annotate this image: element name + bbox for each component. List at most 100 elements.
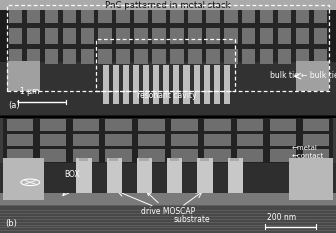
Bar xyxy=(116,49,130,64)
Bar xyxy=(137,158,152,193)
Bar xyxy=(313,7,327,23)
Bar xyxy=(289,158,333,200)
Bar xyxy=(81,7,94,23)
Bar xyxy=(206,7,220,23)
Bar xyxy=(98,28,112,44)
Bar xyxy=(270,150,296,162)
Bar xyxy=(198,158,212,193)
Bar xyxy=(123,65,129,104)
Bar xyxy=(204,134,230,147)
Bar xyxy=(7,150,33,162)
Bar xyxy=(7,119,33,131)
Bar xyxy=(0,62,336,115)
Bar xyxy=(270,119,296,131)
Bar xyxy=(0,193,336,205)
Bar xyxy=(242,28,255,44)
Bar xyxy=(98,49,112,64)
Bar xyxy=(45,49,58,64)
Bar xyxy=(138,150,165,162)
Bar xyxy=(106,150,132,162)
Bar xyxy=(0,222,336,223)
Bar xyxy=(0,0,336,10)
Bar xyxy=(40,150,66,162)
Bar xyxy=(260,49,274,64)
Bar xyxy=(183,65,190,104)
Bar xyxy=(152,49,166,64)
Bar xyxy=(0,205,336,206)
Bar xyxy=(116,7,130,23)
Bar xyxy=(96,39,235,91)
Bar xyxy=(81,28,94,44)
Bar xyxy=(230,158,239,161)
Text: ← bulk tie: ← bulk tie xyxy=(301,71,336,80)
Bar xyxy=(0,213,336,214)
Bar xyxy=(0,205,336,233)
Bar xyxy=(3,158,44,200)
Bar xyxy=(170,28,184,44)
Bar xyxy=(237,150,263,162)
Bar xyxy=(9,49,23,64)
Bar xyxy=(214,65,220,104)
Bar xyxy=(9,28,23,44)
Bar xyxy=(107,158,122,193)
Bar xyxy=(73,119,99,131)
Bar xyxy=(0,225,336,226)
Text: (b): (b) xyxy=(5,219,17,228)
Bar xyxy=(27,28,40,44)
Bar xyxy=(188,7,202,23)
Bar xyxy=(45,7,58,23)
Bar xyxy=(278,7,291,23)
Bar xyxy=(278,49,291,64)
Bar xyxy=(7,134,33,147)
Bar xyxy=(7,5,329,67)
Bar xyxy=(133,65,139,104)
Text: resonant cavity: resonant cavity xyxy=(136,91,196,100)
Bar xyxy=(224,7,238,23)
Bar xyxy=(113,65,119,104)
Bar xyxy=(106,134,132,147)
Bar xyxy=(134,28,148,44)
Bar xyxy=(303,119,329,131)
Bar xyxy=(260,28,274,44)
Bar xyxy=(296,28,309,44)
Bar xyxy=(188,49,202,64)
Bar xyxy=(40,134,66,147)
Bar xyxy=(27,7,40,23)
Bar xyxy=(194,65,200,104)
Bar xyxy=(237,119,263,131)
Bar xyxy=(167,158,182,193)
Bar xyxy=(200,158,209,161)
Bar xyxy=(40,119,66,131)
Bar xyxy=(227,158,243,193)
Bar xyxy=(62,7,76,23)
Bar xyxy=(170,158,179,161)
Bar xyxy=(204,119,230,131)
Bar xyxy=(303,134,329,147)
Bar xyxy=(0,163,336,193)
Bar xyxy=(76,158,91,193)
Bar xyxy=(242,49,255,64)
Text: bulk tie: bulk tie xyxy=(270,71,299,80)
Text: Z: Z xyxy=(28,158,33,167)
Bar xyxy=(224,28,238,44)
Bar xyxy=(206,28,220,44)
Text: BOX: BOX xyxy=(64,170,80,179)
Bar xyxy=(313,28,327,44)
Bar xyxy=(3,118,333,163)
Text: drive MOSCAP: drive MOSCAP xyxy=(141,192,195,216)
Bar xyxy=(153,65,159,104)
Bar xyxy=(296,49,309,64)
Bar xyxy=(7,5,329,91)
Bar xyxy=(173,65,179,104)
Bar xyxy=(204,65,210,104)
Bar xyxy=(109,158,118,161)
Bar xyxy=(0,210,336,211)
Text: PnC patterned in metal stack: PnC patterned in metal stack xyxy=(105,1,231,10)
Bar xyxy=(296,7,309,23)
Bar xyxy=(188,28,202,44)
Bar xyxy=(62,28,76,44)
Bar xyxy=(98,7,112,23)
Text: substrate: substrate xyxy=(173,215,210,223)
Bar xyxy=(242,7,255,23)
Bar xyxy=(134,7,148,23)
